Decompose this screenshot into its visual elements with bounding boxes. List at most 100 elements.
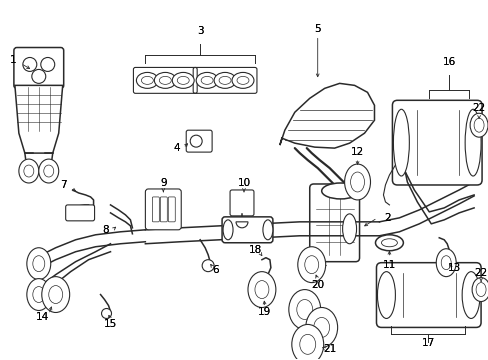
Text: 20: 20 xyxy=(310,280,324,289)
Text: 9: 9 xyxy=(160,178,166,188)
Ellipse shape xyxy=(49,285,62,303)
Text: 4: 4 xyxy=(173,143,179,153)
Ellipse shape xyxy=(469,113,487,137)
Ellipse shape xyxy=(305,307,337,347)
Ellipse shape xyxy=(141,76,153,84)
Ellipse shape xyxy=(461,272,479,319)
Ellipse shape xyxy=(136,72,158,88)
FancyBboxPatch shape xyxy=(391,100,481,185)
Text: 11: 11 xyxy=(382,260,395,270)
FancyBboxPatch shape xyxy=(309,184,359,262)
Text: 18: 18 xyxy=(248,245,261,255)
Ellipse shape xyxy=(247,272,275,307)
Circle shape xyxy=(41,58,55,71)
Text: 1: 1 xyxy=(10,55,16,66)
Ellipse shape xyxy=(473,118,483,132)
Text: 20: 20 xyxy=(310,280,324,289)
Text: 16: 16 xyxy=(442,58,455,67)
Ellipse shape xyxy=(201,76,213,84)
FancyBboxPatch shape xyxy=(168,197,175,222)
Text: 22: 22 xyxy=(471,103,485,113)
Text: 18: 18 xyxy=(248,245,261,255)
Text: 19: 19 xyxy=(258,307,271,318)
FancyBboxPatch shape xyxy=(14,48,63,88)
Ellipse shape xyxy=(288,289,320,329)
Text: 22: 22 xyxy=(473,267,487,278)
Ellipse shape xyxy=(375,235,403,251)
Ellipse shape xyxy=(154,72,176,88)
Ellipse shape xyxy=(172,72,194,88)
Polygon shape xyxy=(15,85,62,153)
Circle shape xyxy=(32,69,46,84)
Text: 12: 12 xyxy=(350,147,364,157)
Ellipse shape xyxy=(159,76,171,84)
Text: 4: 4 xyxy=(173,143,179,153)
Text: 22: 22 xyxy=(473,267,487,278)
Text: 12: 12 xyxy=(350,147,364,157)
Ellipse shape xyxy=(321,183,359,199)
Text: 6: 6 xyxy=(211,265,218,275)
Text: 19: 19 xyxy=(258,307,271,318)
Text: 8: 8 xyxy=(102,225,109,235)
Ellipse shape xyxy=(475,283,485,297)
Text: 22: 22 xyxy=(471,103,485,113)
Ellipse shape xyxy=(377,272,395,319)
Circle shape xyxy=(202,260,214,272)
Ellipse shape xyxy=(33,287,45,302)
Text: 8: 8 xyxy=(102,225,109,235)
Text: 15: 15 xyxy=(103,319,117,329)
Text: 2: 2 xyxy=(384,213,390,223)
Ellipse shape xyxy=(196,72,218,88)
FancyBboxPatch shape xyxy=(376,263,480,328)
Ellipse shape xyxy=(254,280,268,298)
Circle shape xyxy=(102,309,111,319)
Text: 5: 5 xyxy=(314,24,320,33)
Text: 7: 7 xyxy=(60,180,67,190)
Text: 10: 10 xyxy=(237,178,250,188)
Text: 17: 17 xyxy=(421,338,434,348)
Ellipse shape xyxy=(350,172,364,192)
FancyBboxPatch shape xyxy=(229,190,253,216)
FancyBboxPatch shape xyxy=(222,217,272,243)
Text: 3: 3 xyxy=(197,26,203,36)
Ellipse shape xyxy=(471,278,488,302)
Ellipse shape xyxy=(464,109,480,176)
Ellipse shape xyxy=(313,318,329,337)
FancyBboxPatch shape xyxy=(160,197,167,222)
Ellipse shape xyxy=(344,164,370,200)
Ellipse shape xyxy=(296,300,312,319)
Ellipse shape xyxy=(33,256,45,272)
Circle shape xyxy=(190,135,202,147)
Text: 15: 15 xyxy=(103,319,117,329)
Ellipse shape xyxy=(44,165,54,177)
Ellipse shape xyxy=(27,279,51,310)
Text: 21: 21 xyxy=(323,345,336,354)
Ellipse shape xyxy=(381,239,397,247)
Ellipse shape xyxy=(299,334,315,354)
Ellipse shape xyxy=(24,165,34,177)
Ellipse shape xyxy=(232,72,253,88)
FancyBboxPatch shape xyxy=(65,205,94,221)
Ellipse shape xyxy=(27,248,51,280)
FancyBboxPatch shape xyxy=(145,189,181,230)
Ellipse shape xyxy=(19,159,39,183)
Ellipse shape xyxy=(342,214,356,244)
Ellipse shape xyxy=(263,220,272,240)
Text: 2: 2 xyxy=(384,213,390,223)
FancyBboxPatch shape xyxy=(186,130,212,152)
Text: 7: 7 xyxy=(60,180,67,190)
Text: 16: 16 xyxy=(442,58,455,67)
Text: 5: 5 xyxy=(314,24,320,33)
Ellipse shape xyxy=(304,256,318,274)
Text: 13: 13 xyxy=(447,263,460,273)
Text: 21: 21 xyxy=(323,345,336,354)
Text: 13: 13 xyxy=(447,263,460,273)
Ellipse shape xyxy=(393,109,408,176)
Ellipse shape xyxy=(440,256,450,270)
Text: 6: 6 xyxy=(211,265,218,275)
Polygon shape xyxy=(279,84,374,148)
Ellipse shape xyxy=(297,247,325,283)
Text: 14: 14 xyxy=(36,312,49,323)
Wedge shape xyxy=(236,222,247,228)
FancyBboxPatch shape xyxy=(152,197,159,222)
